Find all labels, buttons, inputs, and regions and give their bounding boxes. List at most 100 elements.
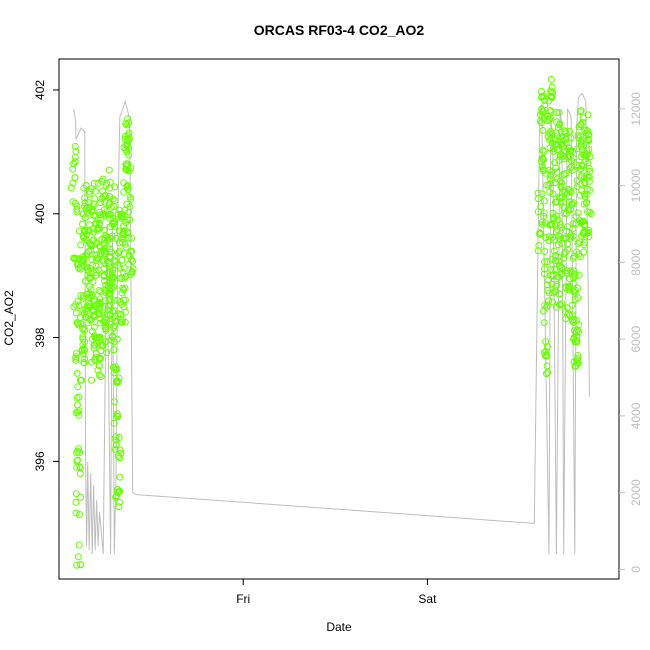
data-point [559,137,567,145]
data-point [540,209,548,217]
data-point [106,184,114,192]
data-point [112,433,119,441]
data-point [574,294,582,302]
data-point [567,146,574,154]
data-point [544,117,552,125]
data-point [81,355,89,363]
data-point [102,192,110,200]
data-point [569,254,577,262]
data-point [583,185,591,193]
data-point [547,172,554,179]
data-point [556,121,564,129]
data-point [126,203,134,211]
data-point [80,359,88,366]
data-point [585,177,593,185]
data-point [543,370,550,378]
y-tick-label: 398 [33,327,47,347]
data-point [103,349,111,357]
data-point [112,366,120,374]
data-point [121,284,129,292]
data-point [551,251,559,259]
data-point [576,166,584,173]
data-point [86,204,94,211]
data-point [127,164,135,172]
data-point [539,126,547,134]
data-point [127,248,135,256]
data-point [574,145,581,153]
data-point [119,238,126,246]
data-point [125,252,133,260]
data-point [110,419,118,427]
data-point [113,377,121,385]
data-point [88,208,96,216]
data-point [111,222,119,230]
data-point [570,335,577,343]
data-point [70,160,78,167]
data-point [121,132,129,140]
data-point [83,209,91,217]
data-point [111,197,119,205]
data-point [74,401,81,409]
data-point [541,258,548,266]
data-point [106,245,114,253]
data-point [123,121,131,129]
data-point [579,230,587,238]
data-point [116,446,124,454]
y-axis-right: 0 2000 4000 6000 8000 10000 12000 [619,92,643,573]
data-point [550,214,558,222]
data-point [556,301,564,309]
data-point [105,166,113,174]
data-point [556,224,564,231]
data-point [538,92,546,100]
data-point [97,288,105,296]
data-point [106,301,114,309]
data-point [572,220,580,228]
data-point [560,250,568,258]
data-point [72,356,80,364]
data-point [575,328,583,336]
data-point [97,199,105,207]
data-point [95,310,103,318]
data-point [547,75,555,83]
data-point [536,230,544,238]
data-point [561,308,569,316]
data-point [124,228,131,236]
data-point [76,470,84,477]
data-point [106,214,114,222]
data-point [576,108,584,116]
data-point [558,270,566,278]
data-point [107,203,115,211]
data-point [570,287,577,295]
data-point [546,144,554,152]
data-point [95,333,103,341]
data-point [94,366,102,374]
data-point [81,194,89,202]
data-point [122,243,130,251]
data-point [125,260,133,268]
data-point [573,336,581,344]
data-point [558,179,565,187]
data-point [81,228,89,236]
data-point [72,199,79,207]
data-point [93,254,101,262]
data-point [566,186,574,194]
data-point [543,181,551,189]
data-point [584,208,591,216]
data-point [75,302,83,310]
data-point [83,302,91,310]
data-point [67,184,75,192]
data-point [97,373,105,381]
y-tick-label: 400 [33,203,47,223]
y-tick-label: 396 [33,451,47,471]
data-point [73,448,81,456]
data-point [73,394,81,402]
data-point [562,315,570,323]
data-point [85,199,93,207]
data-point [556,262,564,270]
plot-frame [58,58,620,580]
data-point [110,296,118,304]
data-point [91,187,99,195]
data-point [561,127,569,135]
data-point [542,234,550,241]
